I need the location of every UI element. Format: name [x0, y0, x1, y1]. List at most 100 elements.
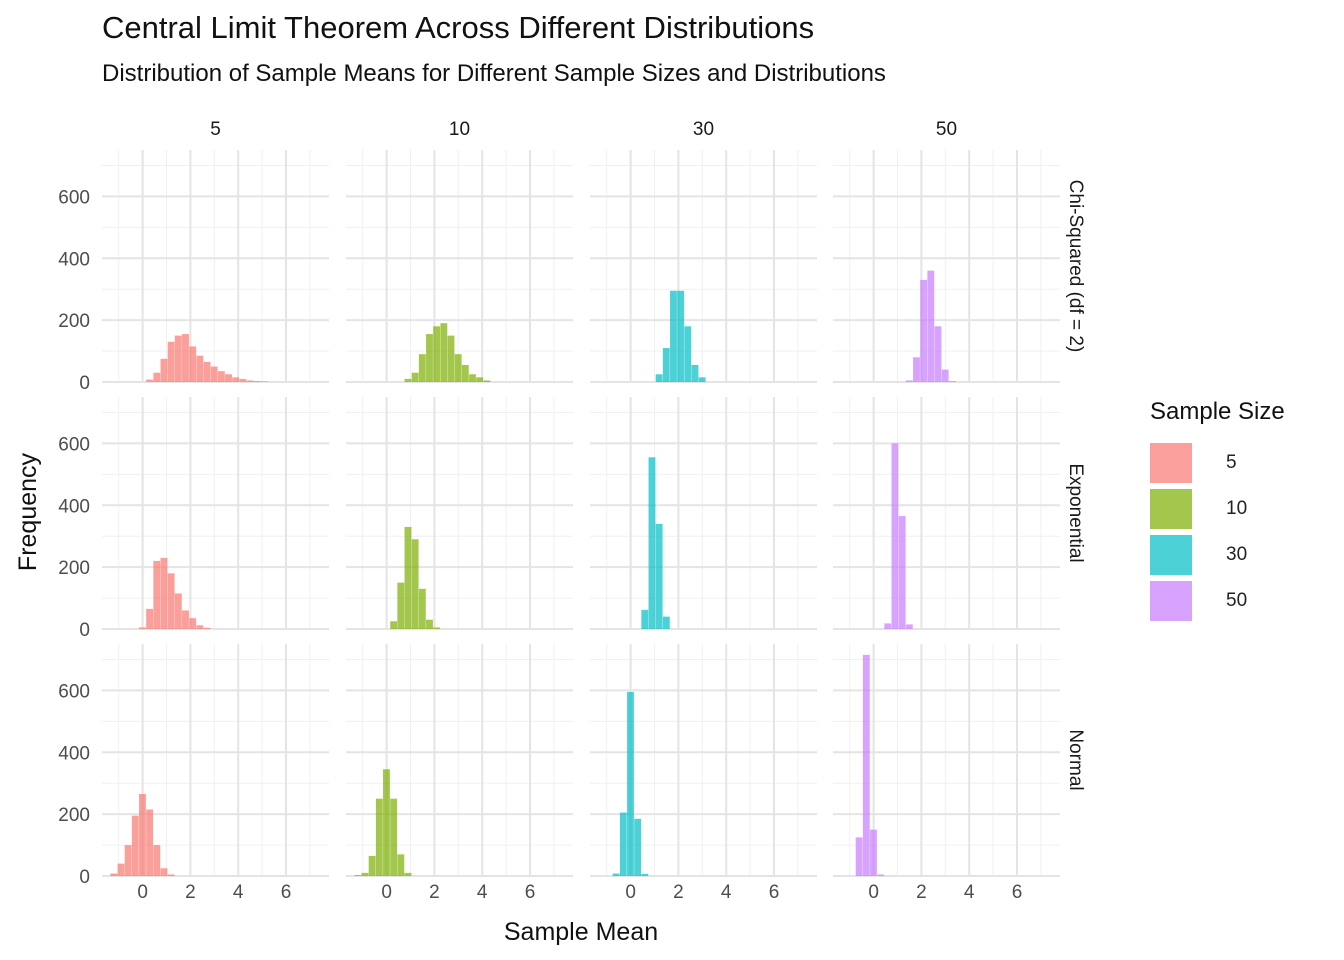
y-tick-label: 600 — [58, 434, 90, 455]
facet-column-label: 50 — [936, 119, 957, 140]
histogram-bar — [433, 326, 441, 382]
x-tick-label: 2 — [673, 882, 684, 903]
histogram-bar — [397, 854, 405, 876]
histogram-bar — [246, 380, 254, 382]
histogram-bar — [433, 627, 441, 629]
y-tick-label: 0 — [79, 620, 90, 641]
legend-label-10: 10 — [1226, 498, 1248, 519]
histogram-bar — [461, 364, 469, 382]
histogram-bar — [905, 624, 913, 629]
histogram-bar — [375, 798, 383, 876]
histogram-bar — [404, 526, 412, 629]
legend-item-30: 30 — [1150, 532, 1285, 578]
histogram-bar — [167, 874, 175, 876]
y-tick-label: 200 — [58, 558, 90, 579]
histogram-bar — [905, 380, 913, 382]
x-tick-label: 4 — [477, 882, 488, 903]
histogram-bar — [390, 798, 398, 876]
histogram-bar — [612, 873, 620, 876]
histogram-bar — [670, 290, 677, 382]
histogram-bar — [426, 334, 433, 382]
legend-swatch-10 — [1150, 489, 1192, 529]
histogram-bar — [677, 290, 685, 382]
histogram-bar — [139, 627, 146, 629]
histogram-bar — [627, 691, 634, 876]
histogram-bar — [368, 855, 376, 876]
histogram-bar — [948, 381, 956, 382]
histogram-bar — [619, 812, 627, 876]
y-tick-label: 0 — [79, 373, 90, 394]
histogram-bar — [131, 815, 139, 876]
legend-label-50: 50 — [1226, 590, 1248, 611]
legend-item-5: 5 — [1150, 440, 1285, 486]
histogram-bar — [934, 326, 942, 382]
facet-row-label: Normal — [1065, 729, 1086, 790]
legend-label-30: 30 — [1226, 544, 1248, 565]
histogram-bar — [684, 326, 692, 382]
facet-row-label: Exponential — [1065, 463, 1086, 562]
y-tick-label: 400 — [58, 496, 90, 517]
histogram-bar — [153, 372, 161, 382]
histogram-bar — [447, 335, 455, 382]
histogram-bar — [920, 279, 928, 382]
legend-item-10: 10 — [1150, 486, 1285, 532]
histogram-bar — [203, 361, 211, 382]
histogram-bar — [361, 872, 369, 876]
histogram-bar — [146, 608, 154, 629]
x-tick-label: 6 — [1012, 882, 1023, 903]
histogram-bar — [426, 619, 433, 629]
y-tick-label: 200 — [58, 311, 90, 332]
histogram-bar — [884, 623, 892, 629]
histogram-bar — [182, 610, 189, 629]
histogram-bar — [210, 366, 218, 382]
y-axis-title: Frequency — [14, 452, 42, 571]
histogram-bar — [196, 625, 204, 629]
histogram-bar — [862, 654, 870, 876]
x-tick-label: 4 — [721, 882, 732, 903]
histogram-bar — [117, 863, 125, 876]
histogram-bar — [196, 355, 204, 382]
x-tick-label: 6 — [525, 882, 536, 903]
histogram-bar — [634, 818, 642, 876]
chart-subtitle: Distribution of Sample Means for Differe… — [102, 60, 886, 87]
x-tick-label: 6 — [281, 882, 292, 903]
histogram-bar — [174, 593, 182, 629]
histogram-bar — [655, 523, 663, 629]
histogram-bar — [913, 357, 920, 382]
y-tick-label: 400 — [58, 743, 90, 764]
histogram-bar — [641, 609, 649, 629]
histogram-bar — [182, 334, 189, 382]
histogram-bar — [941, 369, 949, 382]
histogram-bar — [189, 618, 197, 629]
x-tick-label: 2 — [916, 882, 927, 903]
histogram-bar — [411, 539, 419, 629]
histogram-bar — [260, 381, 268, 382]
histogram-bar — [253, 381, 261, 382]
histogram-bar — [454, 354, 462, 382]
x-axis-title: Sample Mean — [504, 918, 658, 946]
x-tick-label: 0 — [137, 882, 148, 903]
histogram-bar — [648, 457, 656, 629]
histogram-bar — [418, 588, 426, 629]
y-tick-label: 400 — [58, 249, 90, 270]
histogram-bar — [160, 358, 168, 382]
x-tick-label: 2 — [185, 882, 196, 903]
histogram-bar — [655, 374, 663, 382]
histogram-bar — [404, 872, 412, 876]
legend: Sample Size 5 10 30 50 — [1150, 398, 1285, 624]
histogram-bar — [225, 374, 232, 382]
legend-item-50: 50 — [1150, 578, 1285, 624]
histogram-bar — [110, 873, 118, 876]
histogram-bar — [891, 443, 899, 629]
histogram-bar — [418, 354, 426, 382]
histogram-bar — [397, 582, 405, 629]
histogram-bar — [139, 794, 146, 876]
facet-column-label: 30 — [693, 119, 714, 140]
x-tick-label: 0 — [868, 882, 879, 903]
legend-swatch-50 — [1150, 581, 1192, 621]
x-tick-label: 4 — [964, 882, 975, 903]
x-tick-label: 0 — [381, 882, 392, 903]
histogram-bar — [483, 380, 491, 382]
facet-column-label: 10 — [449, 119, 470, 140]
